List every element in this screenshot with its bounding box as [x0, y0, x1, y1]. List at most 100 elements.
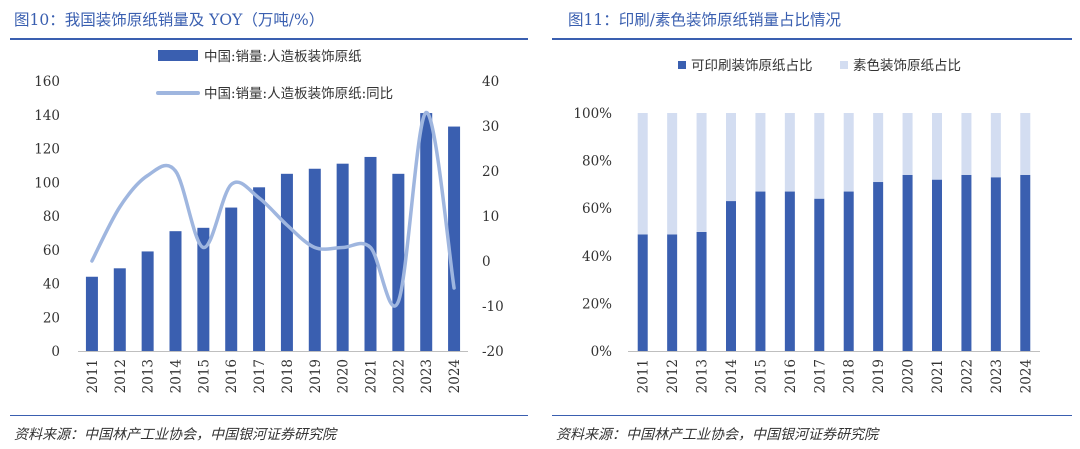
printable-share-bar	[902, 174, 913, 351]
plain-share-bar	[1020, 113, 1031, 175]
right-y-tick-label: 40	[482, 74, 499, 90]
sales-bar	[169, 231, 182, 351]
sales-bar	[85, 276, 98, 351]
printable-share-bar	[932, 179, 942, 351]
sales-bar	[225, 207, 238, 351]
left-source-rule	[10, 415, 528, 416]
legend-line-label: 中国:销量:人造板装饰原纸:同比	[204, 86, 393, 102]
right-figure-title: 图11：印刷/素色装饰原纸销量占比情况	[568, 11, 841, 29]
x-tick-label: 2013	[695, 359, 711, 393]
right-figure-panel: 图11：印刷/素色装饰原纸销量占比情况 0% 20% 40% 60% 80% 100% 20…	[548, 0, 1080, 449]
y-tick-label: 0%	[591, 344, 613, 360]
left-source-note: 资料来源：中国林产工业协会，中国银河证券研究院	[14, 427, 336, 443]
legend-printable-swatch	[678, 61, 686, 69]
printable-share-bar	[726, 201, 736, 351]
right-y-tick-label: -10	[482, 299, 504, 315]
x-tick-label: 2020	[901, 359, 917, 393]
x-tick-label: 2022	[391, 359, 407, 393]
x-tick-label: 2019	[871, 359, 887, 393]
left-y-tick-label: 60	[43, 243, 60, 259]
sales-bar	[197, 227, 210, 351]
legend-bar-swatch	[158, 50, 198, 61]
left-y-tick-label: 0	[51, 344, 60, 360]
y-tick-label: 40%	[582, 249, 612, 265]
legend-bar-label: 中国:销量:人造板装饰原纸	[204, 49, 362, 65]
left-y-tick-label: 140	[34, 108, 60, 124]
x-tick-label: 2017	[252, 359, 268, 393]
x-tick-label: 2011	[636, 359, 652, 393]
x-tick-label: 2017	[812, 359, 828, 393]
sales-bar	[392, 173, 405, 351]
printable-share-bar	[667, 234, 678, 351]
left-figure-panel: 图10：我国装饰原纸销量及 YOY（万吨/%） 0 20 40 60 80 100 120 1…	[0, 0, 535, 449]
x-tick-label: 2012	[113, 359, 129, 393]
x-tick-label: 2018	[842, 359, 858, 393]
left-y-tick-label: 80	[43, 209, 60, 225]
x-tick-label: 2024	[447, 359, 463, 393]
printable-share-bar	[814, 198, 825, 351]
left-y-tick-label: 120	[34, 142, 60, 158]
right-source-rule	[552, 415, 1072, 416]
plain-share-bar	[726, 113, 736, 202]
plain-share-bar	[755, 113, 766, 192]
y-tick-label: 60%	[582, 201, 612, 217]
sales-bar	[253, 187, 266, 351]
x-tick-label: 2021	[364, 359, 380, 393]
x-tick-label: 2011	[85, 359, 101, 393]
left-figure-title: 图10：我国装饰原纸销量及 YOY（万吨/%）	[14, 11, 325, 29]
printable-share-bar	[637, 234, 648, 351]
left-y-tick-label: 40	[43, 277, 60, 293]
x-tick-label: 2020	[336, 359, 352, 393]
sales-bar	[113, 268, 126, 351]
x-tick-label: 2016	[783, 359, 799, 393]
right-chart: 0% 20% 40% 60% 80% 100% 2011 2012 2013 2014 2015 20…	[573, 57, 1040, 393]
x-tick-label: 2023	[989, 359, 1005, 393]
sales-bar	[336, 163, 349, 351]
plain-share-bar	[667, 113, 678, 235]
x-tick-label: 2024	[1018, 359, 1034, 393]
right-y-tick-label: -20	[482, 344, 504, 360]
printable-share-bar	[843, 191, 854, 351]
x-tick-label: 2016	[224, 359, 240, 393]
x-tick-label: 2015	[753, 359, 769, 393]
sales-bar	[308, 168, 321, 351]
printable-share-bar	[784, 191, 795, 351]
x-tick-label: 2013	[141, 359, 157, 393]
sales-bar	[141, 251, 154, 351]
plain-share-bar	[961, 113, 972, 175]
yoy-growth-line	[90, 110, 456, 308]
right-source-note: 资料来源：中国林产工业协会，中国银河证券研究院	[556, 427, 878, 443]
plain-share-bar	[902, 113, 913, 175]
x-tick-label: 2023	[419, 359, 435, 393]
plain-share-bar	[990, 113, 1001, 178]
left-y-tick-label: 100	[34, 175, 60, 191]
legend-printable-label: 可印刷装饰原纸占比	[691, 58, 813, 74]
plain-share-bar	[814, 113, 825, 199]
sales-bar	[420, 113, 433, 351]
x-tick-label: 2021	[930, 359, 946, 393]
right-y-tick-label: 30	[482, 119, 499, 135]
x-tick-label: 2012	[665, 359, 681, 393]
sales-bar	[448, 126, 461, 351]
y-tick-label: 20%	[582, 296, 612, 312]
plain-share-bar	[843, 113, 854, 192]
printable-share-bar	[990, 177, 1001, 351]
plain-share-bar	[873, 113, 884, 183]
plain-share-bar	[637, 113, 648, 235]
printable-share-bar	[696, 232, 707, 351]
left-chart: 0 20 40 60 80 100 120 140 160 -20 -10 0 10 20 30 40 2011…	[34, 49, 504, 393]
y-tick-label: 100%	[573, 106, 612, 122]
right-y-tick-label: 0	[482, 254, 491, 270]
x-tick-label: 2014	[169, 359, 185, 393]
sales-bar	[280, 173, 293, 351]
printable-share-bar	[873, 182, 884, 351]
y-tick-label: 80%	[582, 154, 612, 170]
printable-share-bar	[961, 174, 972, 351]
sales-bar	[364, 156, 377, 351]
plain-share-bar	[696, 113, 707, 232]
legend-plain-label: 素色装饰原纸占比	[853, 57, 961, 74]
left-y-tick-label: 20	[43, 310, 60, 326]
x-tick-label: 2014	[724, 359, 740, 393]
x-tick-label: 2018	[280, 359, 296, 393]
x-tick-label: 2019	[308, 359, 324, 393]
